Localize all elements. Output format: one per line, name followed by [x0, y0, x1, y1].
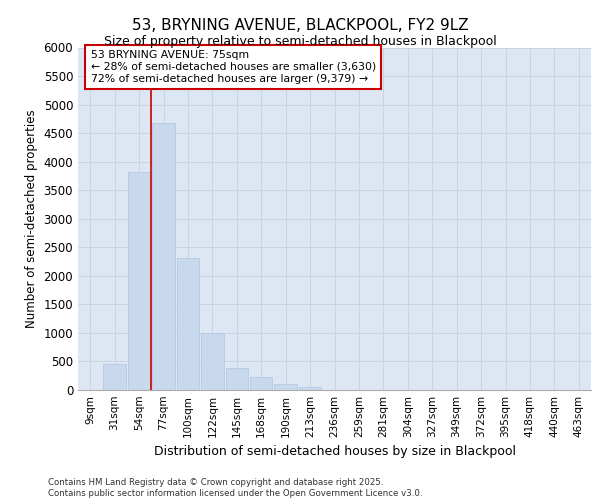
Bar — [226, 368, 248, 390]
Y-axis label: Number of semi-detached properties: Number of semi-detached properties — [25, 110, 38, 328]
Bar — [250, 377, 272, 390]
Text: 53, BRYNING AVENUE, BLACKPOOL, FY2 9LZ: 53, BRYNING AVENUE, BLACKPOOL, FY2 9LZ — [131, 18, 469, 32]
Bar — [201, 333, 224, 390]
Bar — [176, 258, 199, 390]
Bar — [299, 386, 322, 390]
Bar — [152, 123, 175, 390]
Bar — [103, 364, 126, 390]
Text: Size of property relative to semi-detached houses in Blackpool: Size of property relative to semi-detach… — [104, 35, 496, 48]
Text: 53 BRYNING AVENUE: 75sqm
← 28% of semi-detached houses are smaller (3,630)
72% o: 53 BRYNING AVENUE: 75sqm ← 28% of semi-d… — [91, 50, 376, 84]
Bar — [274, 384, 297, 390]
Bar — [128, 172, 151, 390]
Text: Contains HM Land Registry data © Crown copyright and database right 2025.
Contai: Contains HM Land Registry data © Crown c… — [48, 478, 422, 498]
X-axis label: Distribution of semi-detached houses by size in Blackpool: Distribution of semi-detached houses by … — [154, 446, 515, 458]
